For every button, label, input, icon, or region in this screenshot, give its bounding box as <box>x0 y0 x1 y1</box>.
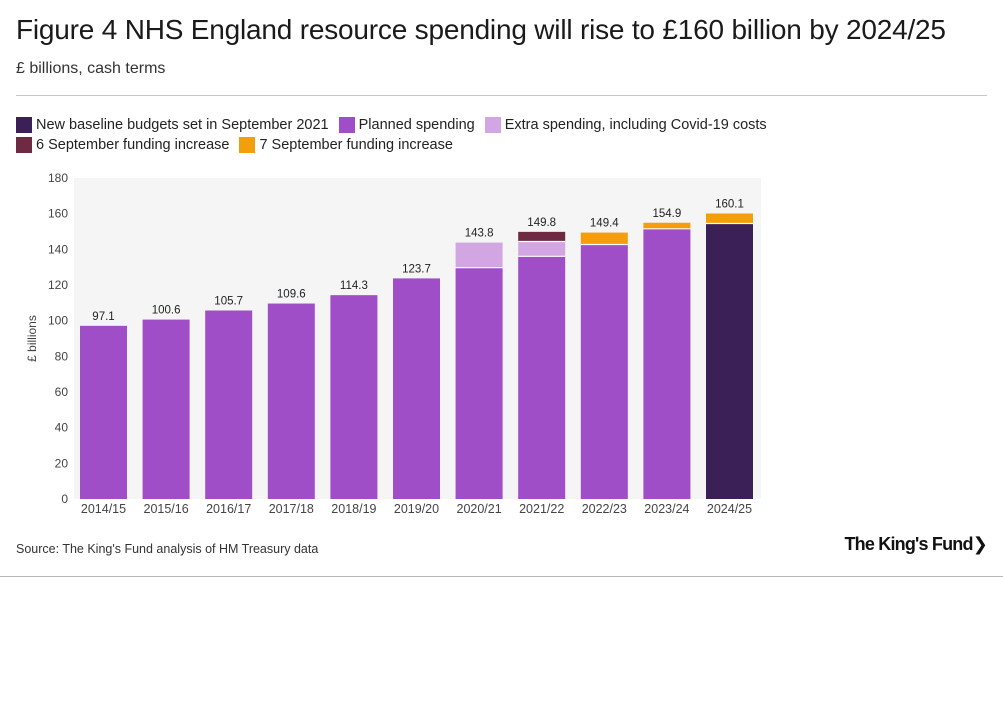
chart-legend: New baseline budgets set in September 20… <box>16 116 836 153</box>
logo-text: The King's Fund <box>844 534 973 554</box>
x-tick-label: 2014/15 <box>81 502 126 516</box>
bar-segment <box>267 303 315 499</box>
bar-segment <box>455 242 503 268</box>
y-axis-title: £ billions <box>25 315 39 362</box>
bar-total-label: 109.6 <box>277 289 306 301</box>
legend-item-6-september: 6 September funding increase <box>16 136 229 153</box>
legend-label-7-september: 7 September funding increase <box>259 136 453 153</box>
y-tick-label: 60 <box>55 385 69 399</box>
legend-label-extra: Extra spending, including Covid-19 costs <box>504 116 767 133</box>
bar-segment <box>580 232 628 245</box>
x-tick-label: 2015/16 <box>144 502 189 516</box>
bar-total-label: 160.1 <box>715 198 744 210</box>
legend-swatch-6-september <box>16 136 32 153</box>
bar-segment <box>643 222 691 229</box>
bar-total-label: 154.9 <box>653 208 682 220</box>
kings-fund-logo: The King's Fund❯ <box>844 534 987 555</box>
bar-segment <box>580 244 628 499</box>
bar-total-label: 123.7 <box>402 263 431 275</box>
source-note: Source: The King's Fund analysis of HM T… <box>16 542 319 556</box>
legend-label-baseline: New baseline budgets set in September 20… <box>36 116 329 133</box>
x-tick-label: 2021/22 <box>519 502 564 516</box>
y-tick-label: 120 <box>48 278 68 292</box>
legend-swatch-planned <box>338 116 355 133</box>
bar-total-label: 114.3 <box>340 280 368 292</box>
y-tick-label: 180 <box>48 171 68 185</box>
y-tick-label: 100 <box>48 314 68 328</box>
bar-segment <box>393 278 440 499</box>
bar-segment <box>330 295 378 499</box>
legend-item-planned: Planned spending <box>338 116 475 133</box>
y-tick-label: 140 <box>48 242 68 256</box>
bar-segment <box>518 231 566 242</box>
legend-swatch-7-september <box>239 136 256 153</box>
bar-segment <box>643 228 691 499</box>
x-tick-label: 2018/19 <box>331 502 376 516</box>
bar-segment <box>706 213 753 224</box>
bar-total-label: 100.6 <box>152 305 181 317</box>
bar-total-label: 105.7 <box>214 296 243 308</box>
y-tick-label: 0 <box>61 492 68 506</box>
chart-title: Figure 4 NHS England resource spending w… <box>16 14 946 45</box>
bar-segment <box>518 256 566 499</box>
x-tick-label: 2022/23 <box>582 502 627 516</box>
x-tick-label: 2023/24 <box>644 502 689 516</box>
x-tick-label: 2016/17 <box>206 502 251 516</box>
bar-segment <box>706 223 753 499</box>
y-tick-label: 40 <box>55 421 69 435</box>
x-tick-label: 2017/18 <box>269 502 314 516</box>
logo-chevron-icon: ❯ <box>972 534 988 554</box>
bar-segment <box>142 319 190 499</box>
bar-total-label: 143.8 <box>465 228 494 240</box>
footer-divider <box>0 576 1003 577</box>
bar-segment <box>518 241 566 257</box>
legend-label-planned: Planned spending <box>358 116 475 133</box>
x-tick-label: 2024/25 <box>707 502 752 516</box>
bar-segment <box>80 325 127 499</box>
title-divider <box>16 95 987 96</box>
legend-item-baseline: New baseline budgets set in September 20… <box>16 116 329 133</box>
bar-chart: 0 20 40 60 80 100 120 140 160 180 £ billions 97.1 20… <box>25 171 753 516</box>
legend-swatch-extra <box>484 116 501 133</box>
y-tick-label: 80 <box>55 349 69 363</box>
legend-item-extra: Extra spending, including Covid-19 costs <box>484 116 767 133</box>
y-tick-label: 20 <box>55 456 69 470</box>
legend-item-7-september: 7 September funding increase <box>239 136 453 153</box>
legend-swatch-baseline <box>16 116 32 133</box>
legend-label-6-september: 6 September funding increase <box>36 136 230 153</box>
x-tick-label: 2019/20 <box>394 502 439 516</box>
bar-total-label: 149.8 <box>527 217 556 229</box>
bar-total-label: 97.1 <box>92 311 114 323</box>
x-tick-label: 2020/21 <box>457 502 502 516</box>
bar-total-label: 149.4 <box>590 218 619 230</box>
bar-segment <box>205 310 253 499</box>
chart-subtitle: £ billions, cash terms <box>16 60 166 77</box>
bar-segment <box>455 267 503 499</box>
y-tick-label: 160 <box>48 207 68 221</box>
